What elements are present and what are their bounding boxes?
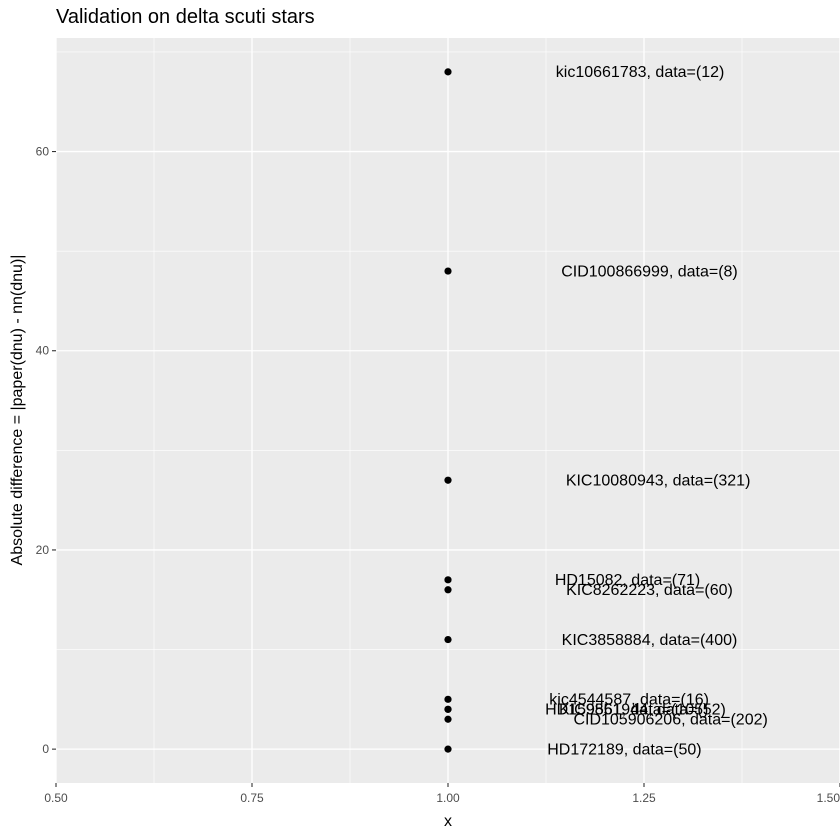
x-tick-label: 1.50 (817, 791, 840, 805)
point-label: KIC10080943, data=(321) (566, 472, 751, 489)
x-tick-label: 1.00 (436, 791, 460, 805)
point-label: HD15082, data=(71) (555, 572, 700, 589)
data-point (444, 745, 452, 753)
x-tick-label: 0.50 (44, 791, 68, 805)
data-point (444, 715, 452, 723)
chart-title: Validation on delta scuti stars (56, 6, 315, 28)
y-tick-label: 0 (42, 742, 49, 756)
y-axis: 0 20 40 60 (36, 145, 56, 756)
point-label: HD172189, data=(50) (547, 741, 701, 758)
point-label: CID100866999, data=(8) (561, 263, 738, 280)
data-point (444, 68, 452, 76)
data-point (444, 705, 452, 713)
x-axis: 0.50 0.75 1.00 1.25 1.50 (44, 783, 840, 805)
data-point (444, 695, 452, 703)
point-label: kic10661783, data=(12) (556, 64, 725, 81)
data-point (444, 267, 452, 275)
major-gridlines (55, 38, 840, 783)
y-axis-title: Absolute difference = |paper(dnu) - nn(d… (9, 255, 26, 566)
data-point (444, 476, 452, 484)
x-tick-label: 0.75 (240, 791, 264, 805)
point-label: HD159561, data=(105) (545, 702, 708, 719)
data-point (444, 576, 452, 584)
y-tick-label: 20 (36, 543, 50, 557)
point-labels: kic10661783, data=(12) CID100866999, data… (545, 64, 768, 758)
point-label: KIC9851944, data=(52) (559, 702, 726, 719)
data-point (444, 586, 452, 594)
y-tick-label: 60 (36, 145, 50, 159)
data-point (444, 635, 452, 644)
point-label: KIC3858884, data=(400) (562, 632, 738, 649)
point-label: CID105906206, data=(202) (573, 711, 767, 728)
y-tick-label: 40 (36, 344, 50, 358)
data-points (444, 68, 452, 753)
point-label: KIC8262223, data=(60) (566, 582, 733, 599)
point-label: kic4544587, data=(16) (549, 692, 709, 709)
x-axis-title: x (444, 813, 452, 830)
x-tick-label: 1.25 (632, 791, 656, 805)
